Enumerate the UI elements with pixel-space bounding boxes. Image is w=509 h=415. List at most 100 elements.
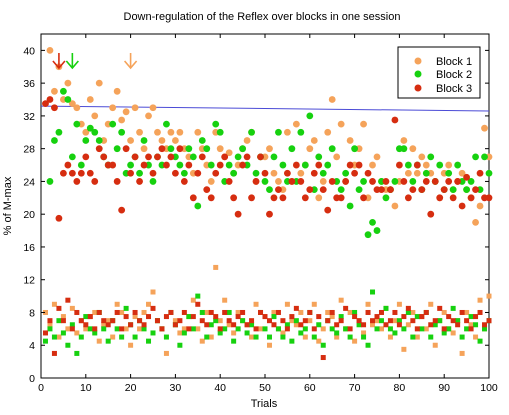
block-3-point bbox=[239, 161, 247, 169]
block-3-point bbox=[185, 161, 193, 169]
block-3-point bbox=[337, 194, 345, 202]
block-2-point bbox=[73, 120, 81, 128]
block-2-point bbox=[346, 202, 354, 210]
block-1-lower-square bbox=[92, 309, 98, 315]
block-1-lower-square bbox=[114, 301, 120, 307]
block-3-point bbox=[360, 194, 367, 202]
block-2-lower-square bbox=[78, 334, 84, 340]
block-1-lower-square bbox=[65, 326, 71, 332]
block-2-lower-square bbox=[208, 322, 214, 328]
block-2-lower-square bbox=[414, 314, 420, 320]
block-3-point bbox=[95, 145, 103, 153]
block-2-lower-square bbox=[468, 314, 474, 320]
block-3-lower-square bbox=[486, 318, 492, 324]
block-3-point bbox=[382, 178, 390, 185]
block-2-lower-square bbox=[83, 314, 89, 320]
block-2-lower-square bbox=[275, 326, 281, 332]
block-1-point bbox=[172, 137, 179, 144]
block-2-lower-square bbox=[65, 342, 71, 348]
block-3-lower-square bbox=[96, 309, 102, 315]
block-3-lower-square bbox=[195, 301, 201, 307]
x-tick-label: 60 bbox=[304, 382, 316, 394]
block-2-point bbox=[472, 153, 479, 161]
block-1-point bbox=[458, 169, 466, 177]
block-2-point bbox=[481, 153, 488, 161]
block-2-lower-square bbox=[213, 318, 219, 324]
y-axis-label: % of M-max bbox=[2, 176, 14, 235]
block-3-lower-square bbox=[383, 322, 389, 328]
block-3-point bbox=[440, 186, 448, 194]
block-2-lower-square bbox=[150, 330, 156, 336]
legend-marker-block-3 bbox=[414, 84, 422, 92]
block-2-lower-square bbox=[231, 338, 237, 344]
block-3-lower-square bbox=[253, 326, 259, 332]
block-2-lower-square bbox=[401, 326, 407, 332]
block-2-lower-square bbox=[405, 309, 411, 315]
block-3-point bbox=[230, 194, 238, 202]
block-1-lower-square bbox=[396, 301, 402, 307]
block-2-lower-square bbox=[217, 330, 223, 336]
block-3-lower-square bbox=[293, 305, 299, 311]
block-1-lower-square bbox=[42, 309, 48, 315]
block-1-point bbox=[122, 108, 130, 116]
block-1-lower-square bbox=[298, 309, 304, 315]
block-3-lower-square bbox=[289, 314, 295, 320]
block-3-point bbox=[149, 169, 157, 177]
block-1-point bbox=[140, 145, 148, 153]
block-3-point bbox=[243, 153, 251, 161]
block-1-point bbox=[68, 100, 76, 108]
block-3-point bbox=[342, 178, 350, 185]
block-1-point bbox=[472, 218, 479, 226]
block-3-lower-square bbox=[190, 314, 196, 320]
x-tick-label: 20 bbox=[125, 382, 137, 394]
block-2-point bbox=[485, 169, 493, 177]
block-3-point bbox=[463, 173, 470, 181]
arrow-block-3 bbox=[52, 53, 66, 70]
block-1-point bbox=[82, 128, 90, 136]
block-1-lower-square bbox=[258, 326, 264, 332]
block-1-lower-square bbox=[56, 334, 62, 340]
x-tick-label: 90 bbox=[438, 382, 450, 394]
block-2-lower-square bbox=[141, 326, 147, 332]
block-2-point bbox=[342, 169, 350, 177]
block-1-lower-square bbox=[271, 309, 277, 315]
block-1-lower-square bbox=[83, 326, 89, 332]
block-1-point bbox=[284, 128, 291, 136]
block-2-point bbox=[436, 161, 444, 169]
y-tick-label: 36 bbox=[23, 78, 35, 90]
block-1-lower-square bbox=[132, 314, 138, 320]
x-tick-label: 10 bbox=[80, 382, 92, 394]
block-1-point bbox=[118, 116, 126, 124]
block-3-lower-square bbox=[87, 314, 93, 320]
block-1-lower-square bbox=[410, 309, 416, 315]
block-2-lower-square bbox=[42, 338, 48, 344]
block-2-point bbox=[445, 169, 453, 177]
block-3-point bbox=[284, 169, 291, 177]
block-2-point bbox=[427, 153, 435, 161]
block-3-point bbox=[301, 194, 309, 202]
block-1-point bbox=[95, 79, 103, 87]
block-2-point bbox=[266, 186, 273, 194]
block-2-point bbox=[252, 169, 260, 177]
block-2-point bbox=[364, 231, 372, 239]
block-1-point bbox=[243, 137, 251, 144]
block-2-point bbox=[328, 145, 336, 153]
block-3-lower-square bbox=[159, 326, 165, 332]
block-2-lower-square bbox=[190, 326, 196, 332]
block-3-point bbox=[422, 178, 430, 185]
block-3-lower-square bbox=[311, 326, 317, 332]
block-1-lower-square bbox=[289, 318, 295, 324]
block-2-point bbox=[315, 153, 323, 161]
block-1-lower-square bbox=[370, 322, 376, 328]
block-2-lower-square bbox=[352, 309, 358, 315]
block-1-point bbox=[346, 137, 354, 144]
block-1-point bbox=[337, 120, 345, 128]
block-3-lower-square bbox=[231, 322, 237, 328]
block-1-point bbox=[145, 112, 152, 120]
block-3-point bbox=[163, 161, 170, 169]
block-1-point bbox=[445, 161, 453, 169]
arrow-block-1 bbox=[123, 53, 138, 70]
block-2-lower-square bbox=[383, 305, 389, 311]
lower-points-layer bbox=[42, 264, 492, 361]
block-2-lower-square bbox=[396, 318, 402, 324]
